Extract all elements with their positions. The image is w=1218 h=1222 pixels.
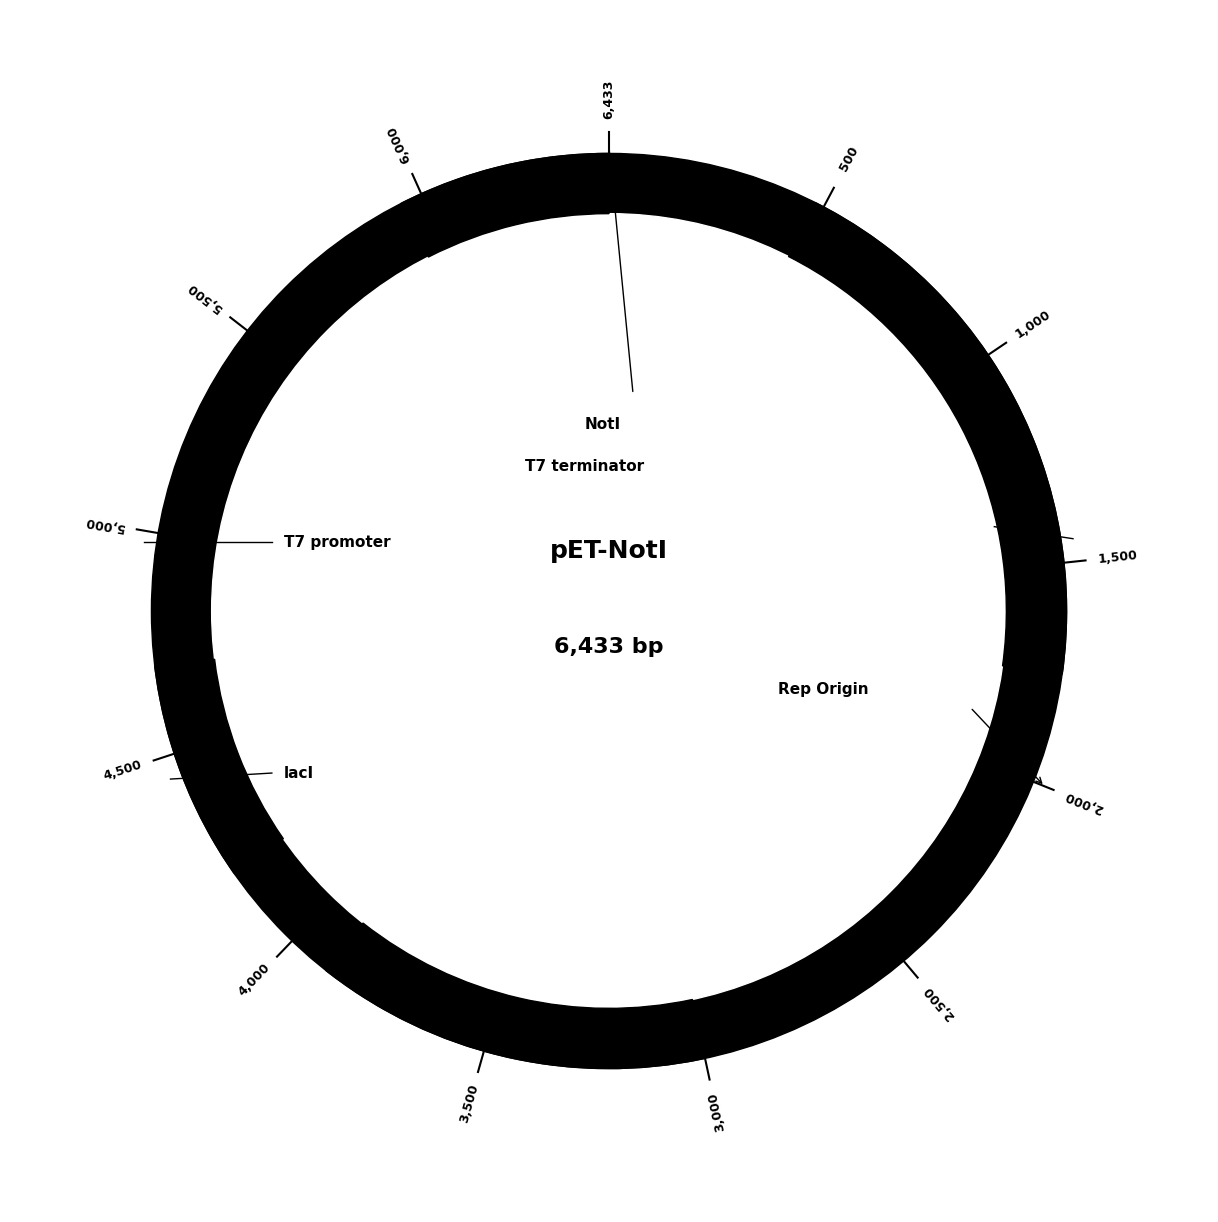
Text: 2,000: 2,000 <box>1063 788 1105 815</box>
Text: 6,433: 6,433 <box>603 79 615 119</box>
Text: 6,433 bp: 6,433 bp <box>554 637 664 657</box>
Text: Rep Origin: Rep Origin <box>777 682 868 697</box>
Text: 5,500: 5,500 <box>185 280 224 315</box>
Circle shape <box>151 154 1067 1068</box>
Text: 6,000: 6,000 <box>385 123 413 165</box>
Text: 4,000: 4,000 <box>236 962 273 998</box>
Text: 3,500: 3,500 <box>458 1083 481 1124</box>
Text: 3,000: 3,000 <box>706 1090 727 1132</box>
Text: T7 promoter: T7 promoter <box>284 535 391 550</box>
Text: Kan: Kan <box>1018 519 1051 534</box>
Text: NotI: NotI <box>585 417 621 431</box>
Wedge shape <box>401 154 609 257</box>
Wedge shape <box>155 660 284 874</box>
Text: T7 terminator: T7 terminator <box>525 459 644 474</box>
Text: 4,500: 4,500 <box>102 758 144 783</box>
Text: 1,500: 1,500 <box>1097 549 1139 566</box>
Text: lacI: lacI <box>284 765 314 781</box>
Text: 1,000: 1,000 <box>1013 308 1054 341</box>
Text: 2,500: 2,500 <box>921 982 956 1022</box>
Text: 500: 500 <box>837 144 861 174</box>
Wedge shape <box>788 203 1067 675</box>
Wedge shape <box>325 923 705 1068</box>
Text: 5,000: 5,000 <box>84 514 125 534</box>
Circle shape <box>212 214 1006 1008</box>
Text: pET-NotI: pET-NotI <box>551 539 667 563</box>
